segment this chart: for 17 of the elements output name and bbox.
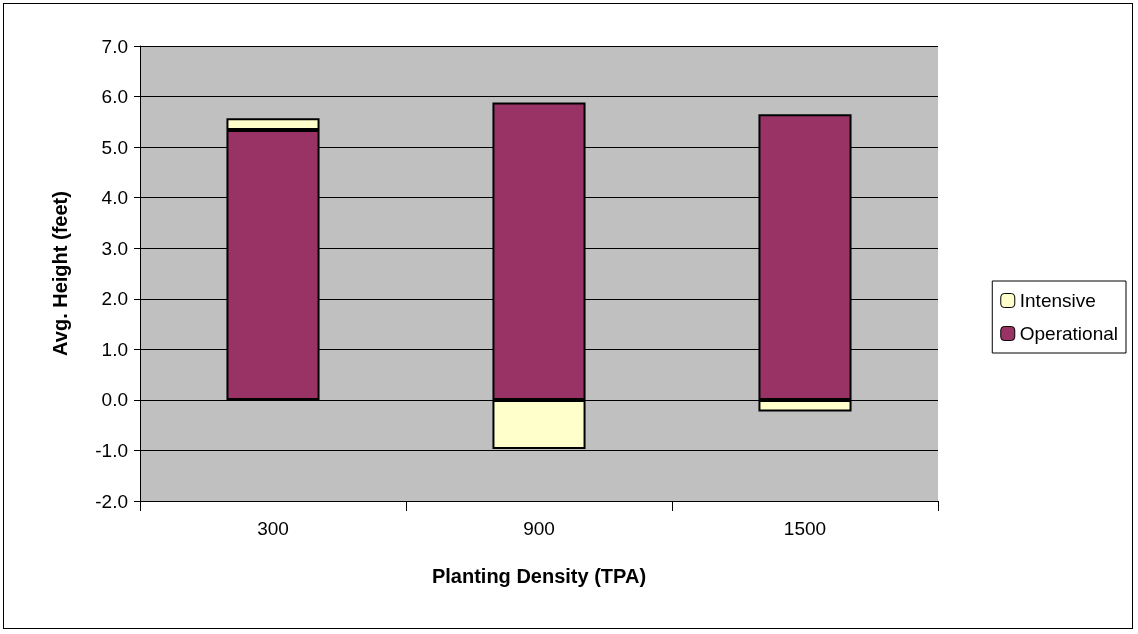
y-tick-label: 5.0 (101, 136, 128, 158)
legend-label: Operational (1019, 323, 1119, 344)
y-tick-label: 7.0 (101, 35, 128, 57)
y-tick-label: -1.0 (95, 439, 128, 461)
x-axis-title: Planting Density (TPA) (431, 565, 647, 587)
y-tick-label: 2.0 (101, 288, 128, 310)
y-tick-label: 6.0 (101, 86, 128, 108)
y-tick-label: 1.0 (101, 338, 128, 360)
y-tick-label: -2.0 (95, 490, 128, 512)
x-tick-label: 300 (257, 518, 289, 539)
y-tick-label: 0.0 (101, 389, 128, 411)
y-axis-title: Avg. Height (feet) (49, 191, 71, 356)
legend-label: Intensive (1019, 290, 1096, 311)
x-tick-label: 1500 (783, 518, 827, 539)
y-tick-label: 4.0 (101, 187, 128, 209)
x-tick-label: 900 (523, 518, 555, 539)
y-tick-label: 3.0 (101, 237, 128, 259)
